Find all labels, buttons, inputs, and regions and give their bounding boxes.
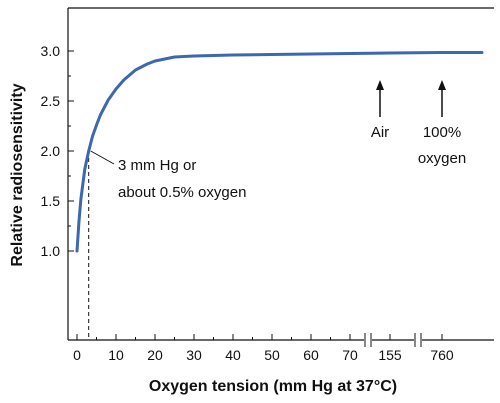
oxygen-arrow-head [438, 80, 446, 90]
x-tick-label: 40 [225, 347, 241, 363]
x-tick-label: 10 [108, 347, 124, 363]
x-tick-label: 760 [430, 347, 454, 363]
series-curve [75, 51, 484, 253]
x-tick-label: 0 [73, 347, 81, 363]
y-axis-ticks: 1.0 1.5 2.0 2.5 3.0 [41, 43, 74, 259]
x-axis-ticks: 0 10 20 30 40 50 60 70 155 760 [73, 334, 454, 363]
x-axis-label: Oxygen tension (mm Hg at 37°C) [149, 378, 397, 395]
y-axis-label: Relative radiosensitivity [9, 83, 26, 266]
axis-break-gap [364, 332, 372, 348]
y-tick-label: 1.0 [41, 243, 61, 259]
oxygen-annotation-line1: 100% [423, 124, 461, 141]
x-tick-label: 70 [342, 347, 358, 363]
axis-break-gap [414, 332, 422, 348]
annotations [90, 80, 446, 165]
x-tick-label: 20 [147, 347, 163, 363]
x-tick-label: 155 [378, 347, 402, 363]
chart-axes [67, 7, 494, 341]
y-tick-label: 2.5 [41, 93, 61, 109]
air-annotation: Air [371, 124, 389, 141]
x-tick-label: 60 [303, 347, 319, 363]
x-tick-label: 30 [186, 347, 202, 363]
x-tick-label: 50 [264, 347, 280, 363]
oxygen-annotation-line2: oxygen [418, 150, 466, 167]
y-tick-label: 3.0 [41, 43, 61, 59]
axis-break-marks [364, 332, 422, 348]
air-arrow-head [376, 80, 384, 90]
low-point-annotation-line1: 3 mm Hg or [118, 157, 196, 174]
low-point-leader-line [90, 150, 115, 165]
low-point-annotation-line2: about 0.5% oxygen [118, 184, 246, 201]
y-tick-label: 1.5 [41, 193, 61, 209]
y-tick-label: 2.0 [41, 143, 61, 159]
